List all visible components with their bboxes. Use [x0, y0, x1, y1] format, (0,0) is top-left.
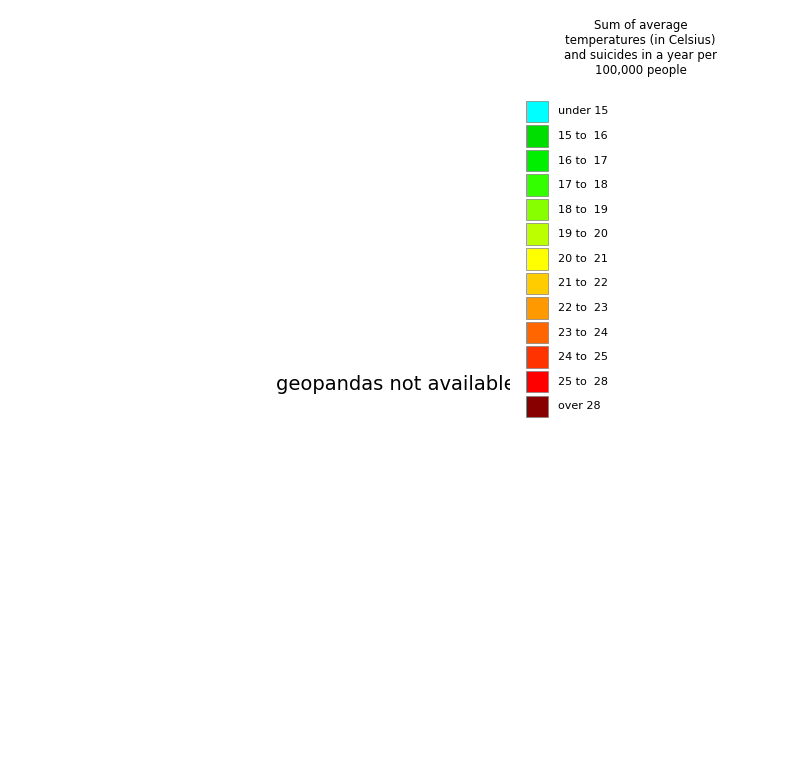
Bar — [526, 174, 548, 196]
Bar — [526, 322, 548, 343]
Text: 25 to  28: 25 to 28 — [558, 376, 607, 387]
Bar — [526, 273, 548, 294]
Text: 20 to  21: 20 to 21 — [558, 253, 607, 264]
Bar — [526, 346, 548, 368]
Text: under 15: under 15 — [558, 106, 608, 117]
Bar — [526, 371, 548, 392]
FancyBboxPatch shape — [510, 0, 783, 423]
Bar — [526, 125, 548, 147]
Bar — [526, 297, 548, 319]
Text: 18 to  19: 18 to 19 — [558, 204, 607, 215]
Text: 24 to  25: 24 to 25 — [558, 352, 607, 362]
Text: 23 to  24: 23 to 24 — [558, 327, 607, 338]
Text: 22 to  23: 22 to 23 — [558, 303, 607, 313]
Bar — [526, 396, 548, 417]
Bar — [526, 248, 548, 270]
Text: 16 to  17: 16 to 17 — [558, 155, 607, 166]
Text: over 28: over 28 — [558, 401, 600, 412]
Text: 19 to  20: 19 to 20 — [558, 229, 607, 240]
Bar — [526, 223, 548, 245]
Text: 21 to  22: 21 to 22 — [558, 278, 607, 289]
Text: 15 to  16: 15 to 16 — [558, 131, 607, 141]
Text: 17 to  18: 17 to 18 — [558, 180, 607, 190]
Bar — [526, 101, 548, 122]
Text: Sum of average
temperatures (in Celsius)
and suicides in a year per
100,000 peop: Sum of average temperatures (in Celsius)… — [564, 19, 717, 78]
Bar — [526, 150, 548, 171]
Text: geopandas not available: geopandas not available — [276, 375, 515, 393]
Bar — [526, 199, 548, 220]
